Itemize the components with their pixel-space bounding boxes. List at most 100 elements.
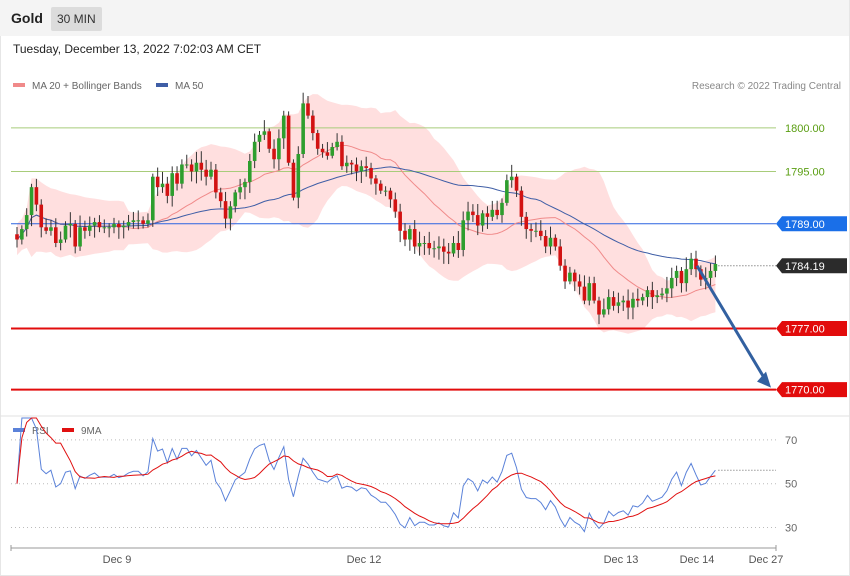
candle-body [408, 229, 412, 240]
candle-body [611, 297, 616, 306]
candle-body [509, 176, 514, 181]
candle-body [475, 215, 480, 226]
candle-body [155, 176, 160, 188]
candle-body [480, 213, 485, 226]
candle-body [311, 115, 315, 134]
candle-body [543, 236, 548, 247]
candle-body [87, 225, 92, 231]
candle-body [650, 290, 655, 298]
candle-body [485, 213, 490, 217]
candle-body [412, 229, 417, 247]
candle-body [655, 295, 659, 298]
candle-body [320, 148, 325, 153]
candle-body [228, 206, 233, 219]
candle-body [713, 263, 718, 271]
level-label: 1789.00 [785, 219, 825, 231]
candle-body [631, 298, 635, 308]
candle-body [694, 258, 698, 270]
candle-body [121, 225, 126, 228]
candle-body [616, 302, 621, 306]
candle-body [500, 202, 504, 216]
candle-body [461, 220, 465, 250]
candle-body [451, 243, 456, 254]
candle-body [180, 164, 184, 184]
candle-body [558, 246, 562, 266]
candle-body [257, 134, 262, 142]
candle-body [189, 164, 194, 172]
candle-body [383, 190, 388, 192]
forecast-arrow [695, 264, 766, 379]
rsi-tick-label: 70 [785, 435, 797, 447]
candle-body [539, 230, 543, 237]
candle-body [606, 297, 611, 310]
candle-body [107, 227, 111, 229]
candle-body [684, 269, 689, 284]
x-tick-label: Dec 13 [604, 554, 639, 566]
candle-body [645, 290, 650, 298]
forecast-arrowhead [757, 371, 771, 388]
candle-body [78, 227, 82, 247]
candle-body [39, 204, 44, 228]
timeframe-button[interactable]: 30 MIN [51, 7, 102, 31]
rsi-line [16, 417, 716, 533]
candle-body [209, 169, 213, 177]
candle-body [378, 183, 383, 191]
candle-body [374, 178, 378, 184]
level-tag-support [776, 321, 847, 336]
candle-body [165, 183, 170, 196]
candle-body [524, 216, 529, 230]
instrument-title: Gold [11, 10, 43, 26]
candle-body [277, 138, 281, 160]
candle-body [267, 131, 271, 149]
legend-ma20-label: MA 20 + Bollinger Bands [32, 81, 142, 92]
candle-body [665, 288, 669, 294]
candle-body [495, 209, 499, 216]
candle-body [301, 103, 305, 155]
candle-body [422, 243, 427, 244]
candle-body [563, 265, 567, 282]
legend-ma50-label: MA 50 [175, 81, 204, 92]
candle-body [262, 131, 267, 135]
candle-body [214, 169, 218, 193]
level-label: 1770.00 [785, 385, 825, 397]
candle-body [534, 230, 538, 232]
candle-body [669, 277, 674, 289]
candle-body [44, 227, 48, 231]
candle-body [660, 293, 664, 296]
candle-body [432, 248, 436, 250]
candle-body [170, 173, 174, 196]
candle-body [281, 115, 286, 139]
candle-body [325, 152, 330, 156]
candle-body [68, 223, 73, 226]
candle-body [296, 154, 301, 198]
candle-body [592, 283, 596, 301]
candle-body [708, 270, 713, 278]
bollinger-band [17, 94, 716, 334]
header-bar [0, 0, 849, 36]
candle-body [335, 141, 339, 148]
candle-body [626, 300, 630, 308]
candle-body [97, 222, 102, 228]
candle-body [49, 227, 53, 231]
rsi-tick-label: 30 [785, 522, 797, 534]
candle-body [345, 162, 349, 167]
candle-body [437, 246, 441, 249]
candle-body [131, 220, 136, 223]
legend-9ma-swatch [62, 428, 74, 433]
candle-body [204, 169, 208, 177]
candle-body [248, 160, 252, 182]
legend-rsi: RSI [13, 426, 49, 437]
candle-body [29, 187, 34, 216]
level-tag-support [776, 382, 847, 398]
legend-9ma-label: 9MA [81, 426, 102, 437]
candle-body [689, 258, 693, 270]
candle-body [218, 192, 223, 202]
candle-body [151, 176, 155, 221]
candle-body [568, 272, 572, 282]
level-label: 1777.00 [785, 324, 825, 336]
candle-body [442, 246, 446, 252]
x-tick-label: Dec 12 [347, 554, 382, 566]
candle-body [519, 190, 524, 217]
candle-body [199, 162, 204, 170]
candle-body [83, 227, 87, 231]
